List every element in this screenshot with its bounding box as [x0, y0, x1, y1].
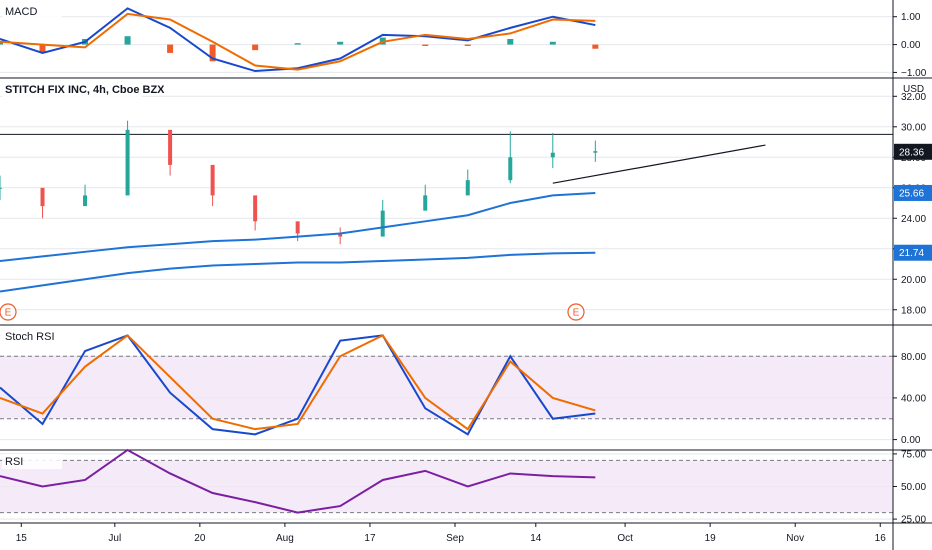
candle-body [0, 187, 2, 189]
macd-histogram-bar [0, 41, 3, 45]
y-tick-label: 25.00 [901, 515, 926, 526]
candle-body [593, 151, 598, 153]
currency-label: USD [903, 84, 924, 95]
series-line-0 [0, 448, 596, 514]
series-line-1 [0, 334, 596, 431]
candle-body [338, 233, 343, 237]
y-tick-label: 40.00 [901, 393, 926, 404]
candle-body [295, 221, 300, 234]
earnings-marker [567, 303, 585, 321]
panel-title-bg [2, 82, 142, 97]
x-tick-label: 16 [875, 533, 887, 544]
series-line-0 [0, 7, 596, 73]
panels-layer: 1.000.00−1.00MACD32.0030.0028.0026.0024.… [0, 4, 932, 526]
ma50-tag-bg [894, 184, 932, 201]
x-tick-label: Sep [446, 533, 464, 544]
x-tick-label: 20 [194, 533, 206, 544]
y-tick-label: 1.00 [901, 12, 921, 23]
candle-body [253, 195, 258, 222]
macd-histogram-bar [252, 44, 259, 51]
panel-title-bg [2, 329, 62, 344]
candle-body [550, 152, 555, 158]
band-fill [0, 460, 893, 513]
candle-body [125, 129, 130, 196]
series-line-0 [0, 191, 596, 262]
panel-title-bg [2, 454, 62, 469]
trend-line [552, 144, 766, 184]
candle-body [380, 210, 385, 237]
macd-histogram-bar [464, 44, 471, 46]
y-tick-label: 32.00 [901, 92, 926, 103]
macd-histogram-bar [124, 36, 131, 45]
candle-body [168, 129, 173, 165]
series-line-1 [0, 12, 596, 71]
y-tick-label: 30.00 [901, 122, 926, 133]
candle-body [210, 164, 215, 196]
y-tick-label: 75.00 [901, 449, 926, 460]
x-tick-label: Jul [108, 533, 121, 544]
y-tick-label: 0.00 [901, 435, 921, 446]
earnings-marker-label: E [573, 308, 580, 319]
macd-histogram-bar [507, 39, 514, 45]
macd-histogram-bar [549, 41, 556, 45]
y-tick-label: 0.00 [901, 40, 921, 51]
macd-histogram-bar [592, 44, 599, 49]
panel-stoch_rsi: 80.00 40.00 0.00 Stoch RSI [0, 329, 932, 451]
y-tick-label: −1.00 [901, 68, 927, 79]
x-tick-label: 14 [530, 533, 542, 544]
last-price-tag: 28.36 [899, 147, 924, 158]
last-price-tag-bg [894, 143, 932, 160]
candle-body [508, 157, 513, 181]
ma200-tag: 21.74 [899, 248, 924, 259]
candle-body [423, 195, 428, 211]
earnings-marker-label: E [5, 308, 12, 319]
macd-histogram-bar [422, 44, 429, 46]
x-tick-label: Aug [276, 533, 294, 544]
y-tick-label: 80.00 [901, 352, 926, 363]
macd-histogram-bar [337, 41, 344, 45]
macd-histogram-bar [294, 43, 301, 45]
y-tick-label: 20.00 [901, 275, 926, 286]
panel-rsi: 75.00 50.00 25.00 RSI [0, 448, 932, 526]
macd-histogram-bar [39, 44, 46, 53]
x-tick-label: Nov [786, 533, 804, 544]
ma50-tag: 25.66 [899, 188, 924, 199]
y-tick-label: 50.00 [901, 482, 926, 493]
panel-title-bg [2, 4, 62, 19]
candle-body [465, 180, 470, 196]
panel-title: RSI [5, 456, 23, 468]
y-tick-label: 24.00 [901, 214, 926, 225]
macd-histogram-bar [209, 44, 216, 62]
panel-title: Stoch RSI [5, 331, 55, 343]
macd-histogram-bar [167, 44, 174, 53]
panel-title: STITCH FIX INC, 4h, Cboe BZX [5, 84, 165, 96]
earnings-marker [0, 303, 17, 321]
series-line-1 [0, 251, 596, 293]
panel-macd: 1.00 0.00 −1.00 MACD [0, 4, 932, 79]
panel-price: 32.0030.0028.0026.0024.0022.0020.0018.00… [0, 82, 932, 326]
candle-body [83, 195, 88, 207]
x-tick-label: Oct [617, 533, 633, 544]
y-tick-label: 18.00 [901, 305, 926, 316]
band-fill [0, 356, 893, 419]
x-tick-label: 15 [16, 533, 28, 544]
x-tick-label: 17 [364, 533, 376, 544]
candle-body [40, 187, 45, 207]
ma200-tag-bg [894, 244, 932, 261]
panel-title: MACD [5, 6, 37, 18]
x-tick-label: 19 [705, 533, 717, 544]
